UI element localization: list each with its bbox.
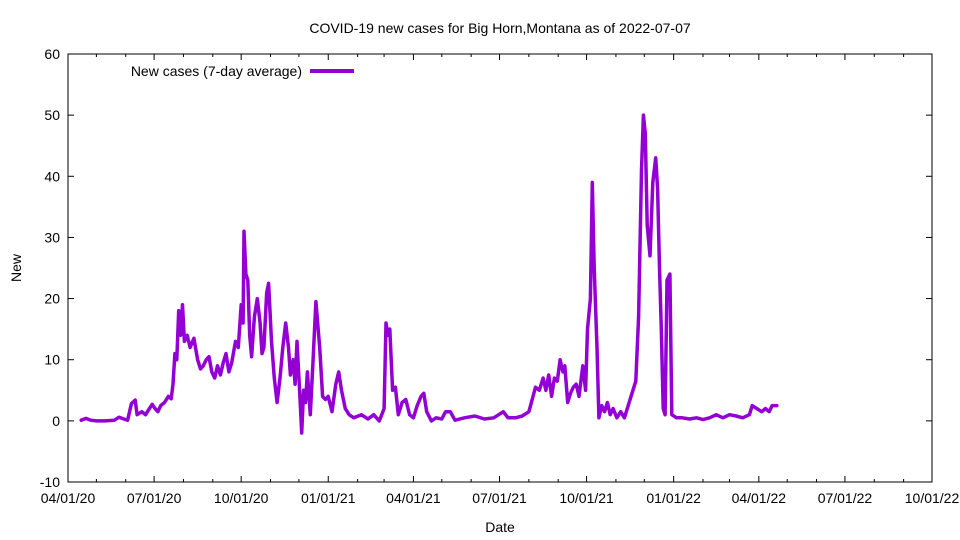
x-tick-label: 04/01/22 [732,490,787,506]
x-tick-label: 07/01/22 [818,490,873,506]
y-tick-label: 60 [44,46,60,62]
chart-title: COVID-19 new cases for Big Horn,Montana … [309,20,691,36]
x-tick-label: 07/01/20 [127,490,182,506]
x-tick-label: 04/01/21 [386,490,441,506]
y-tick-label: -10 [40,474,60,490]
y-axis-label: New [8,253,24,282]
legend: New cases (7-day average) [131,63,354,79]
y-tick-label: 30 [44,229,60,245]
legend-label: New cases (7-day average) [131,63,302,79]
y-tick-label: 20 [44,291,60,307]
x-tick-label: 01/01/22 [646,490,701,506]
series-line [79,113,779,435]
y-tick-label: 0 [52,413,60,429]
y-axis: -10 0 10 20 30 40 50 60 [40,46,932,490]
x-axis: 04/01/20 07/01/20 10/01/20 01/01/21 04/01/21… [41,54,960,506]
x-tick-label: 01/01/21 [301,490,356,506]
y-tick-label: 50 [44,107,60,123]
y-tick-label: 10 [44,352,60,368]
x-tick-label: 07/01/21 [472,490,527,506]
x-axis-label: Date [485,519,515,535]
x-tick-label: 10/01/21 [559,490,614,506]
x-tick-label: 04/01/20 [41,490,96,506]
x-tick-label: 10/01/20 [214,490,269,506]
y-tick-label: 40 [44,168,60,184]
plot-frame [67,53,933,483]
series-layer [79,113,779,435]
x-tick-label: 10/01/22 [905,490,960,506]
